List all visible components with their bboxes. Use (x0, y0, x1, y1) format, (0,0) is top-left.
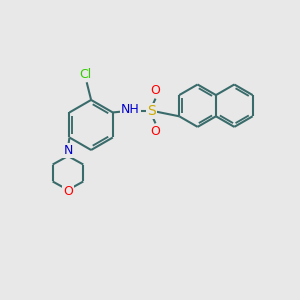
Text: NH: NH (121, 103, 140, 116)
Text: O: O (151, 125, 160, 138)
Text: N: N (63, 144, 73, 157)
Text: O: O (63, 185, 73, 198)
Text: Cl: Cl (79, 68, 91, 80)
Text: S: S (148, 104, 156, 118)
Text: O: O (151, 84, 160, 97)
